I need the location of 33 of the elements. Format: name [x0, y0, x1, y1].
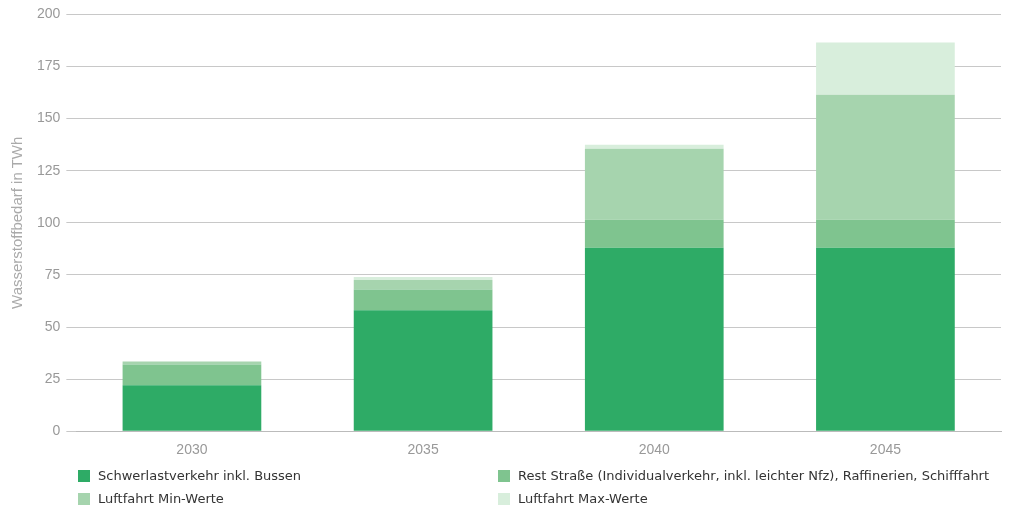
y-tick-label: 0 — [52, 422, 61, 439]
legend-label: Rest Straße (Individualverkehr, inkl. leichter Nfz), Raffinerien, Schifffahrt — [518, 468, 990, 483]
bar — [353, 280, 493, 290]
bar — [122, 364, 262, 386]
bar — [816, 219, 955, 248]
bar — [353, 276, 493, 281]
bar — [122, 385, 262, 431]
y-axis-title: Wasserstoffbedarf in TWh — [8, 136, 26, 309]
x-tick-label: 2045 — [869, 441, 902, 458]
bar — [353, 310, 493, 431]
x-tick-label: 2035 — [407, 441, 439, 458]
y-tick-label: 150 — [37, 109, 61, 126]
y-tick-label: 200 — [37, 5, 61, 22]
bar — [122, 361, 262, 365]
x-tick-label: 2030 — [176, 441, 208, 458]
bar — [584, 247, 724, 431]
legend-label: Luftfahrt Max-Werte — [518, 491, 648, 506]
legend-label: Schwerlastverkehr inkl. Bussen — [98, 468, 302, 483]
y-tick-label: 75 — [44, 265, 61, 282]
bar — [584, 219, 724, 248]
y-tick-label: 175 — [37, 57, 61, 74]
bar — [816, 94, 955, 220]
bar — [816, 42, 955, 95]
y-tick-label: 25 — [44, 369, 61, 386]
x-tick-label: 2040 — [638, 441, 671, 458]
legend-label: Luftfahrt Min-Werte — [98, 491, 224, 506]
bar — [584, 144, 724, 149]
bar — [353, 289, 493, 311]
bar — [816, 247, 955, 431]
y-tick-label: 50 — [44, 317, 61, 334]
y-tick-label: 100 — [37, 213, 61, 230]
y-tick-label: 125 — [37, 161, 61, 178]
bar — [584, 148, 724, 220]
